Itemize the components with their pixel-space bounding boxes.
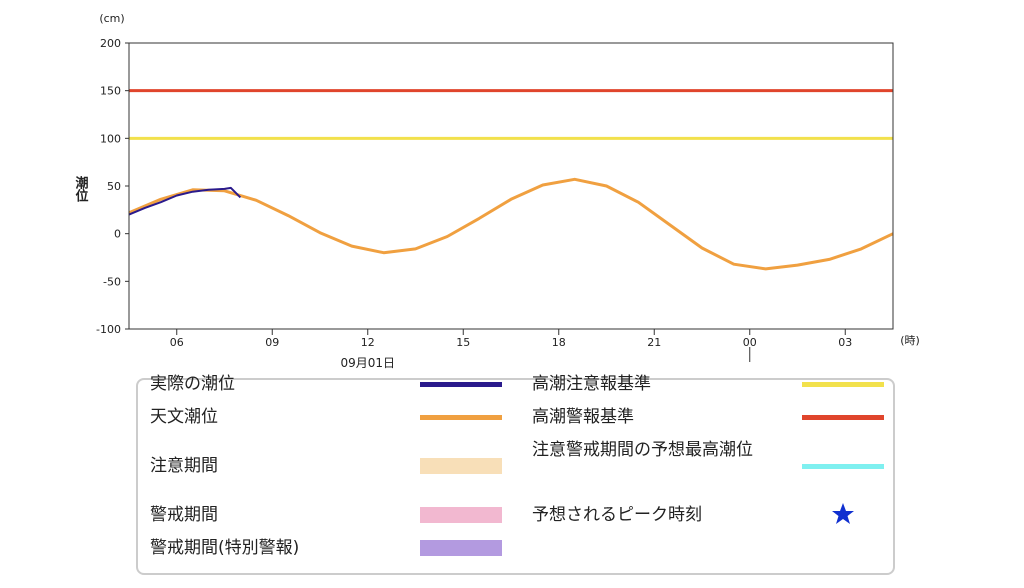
y-tick-label: -100	[96, 323, 121, 336]
legend-star	[830, 501, 856, 527]
legend-swatch	[802, 415, 884, 420]
x-tick-label: 15	[456, 336, 470, 349]
legend-label: 高潮注意報基準	[532, 374, 651, 394]
y-label: 潮位	[73, 175, 89, 203]
y-tick-label: 200	[100, 37, 121, 50]
x-unit: (時)	[900, 334, 920, 347]
y-unit: (cm)	[99, 12, 124, 25]
x-tick-label: 03	[838, 336, 852, 349]
x-tick-label: 06	[170, 336, 184, 349]
y-tick-label: 0	[114, 228, 121, 241]
series-line	[128, 186, 242, 216]
legend-swatch	[802, 382, 884, 387]
legend-swatch	[420, 382, 502, 387]
series-line	[128, 177, 894, 271]
x-tick-label: 12	[361, 336, 375, 349]
legend-label: 実際の潮位	[150, 374, 235, 394]
legend-swatch	[420, 415, 502, 420]
plot-frame	[128, 42, 894, 330]
legend-label: 天文潮位	[150, 407, 218, 427]
y-tick-label: -50	[103, 275, 121, 288]
x-tick-label: 21	[647, 336, 661, 349]
x-tick-label: 18	[552, 336, 566, 349]
y-tick-label: 100	[100, 132, 121, 145]
legend-label: 注意警戒期間の予想最高潮位	[532, 440, 753, 460]
star-icon	[832, 503, 854, 524]
legend-label: 警戒期間	[150, 505, 218, 525]
date-label: 09月01日	[340, 356, 395, 370]
x-tick-label: 00	[743, 336, 757, 349]
legend-label: 予想されるピーク時刻	[532, 505, 702, 525]
x-tick-label: 09	[265, 336, 279, 349]
chart: (cm) 潮位 (時) -100 -50 0 50 100 150 200 06 09 12 15 1…	[73, 12, 920, 370]
legend-label: 高潮警報基準	[532, 407, 634, 427]
legend-swatch	[802, 464, 884, 469]
legend-label: 警戒期間(特別警報)	[150, 538, 300, 558]
legend-swatch	[420, 458, 502, 474]
y-tick-label: 50	[107, 180, 121, 193]
legend-label: 注意期間	[150, 456, 218, 476]
legend: 実際の潮位天文潮位注意期間警戒期間警戒期間(特別警報) 高潮注意報基準 高潮警報基準…	[136, 374, 895, 575]
legend-swatch	[420, 540, 502, 556]
legend-swatch	[420, 507, 502, 523]
y-tick-label: 150	[100, 85, 121, 98]
